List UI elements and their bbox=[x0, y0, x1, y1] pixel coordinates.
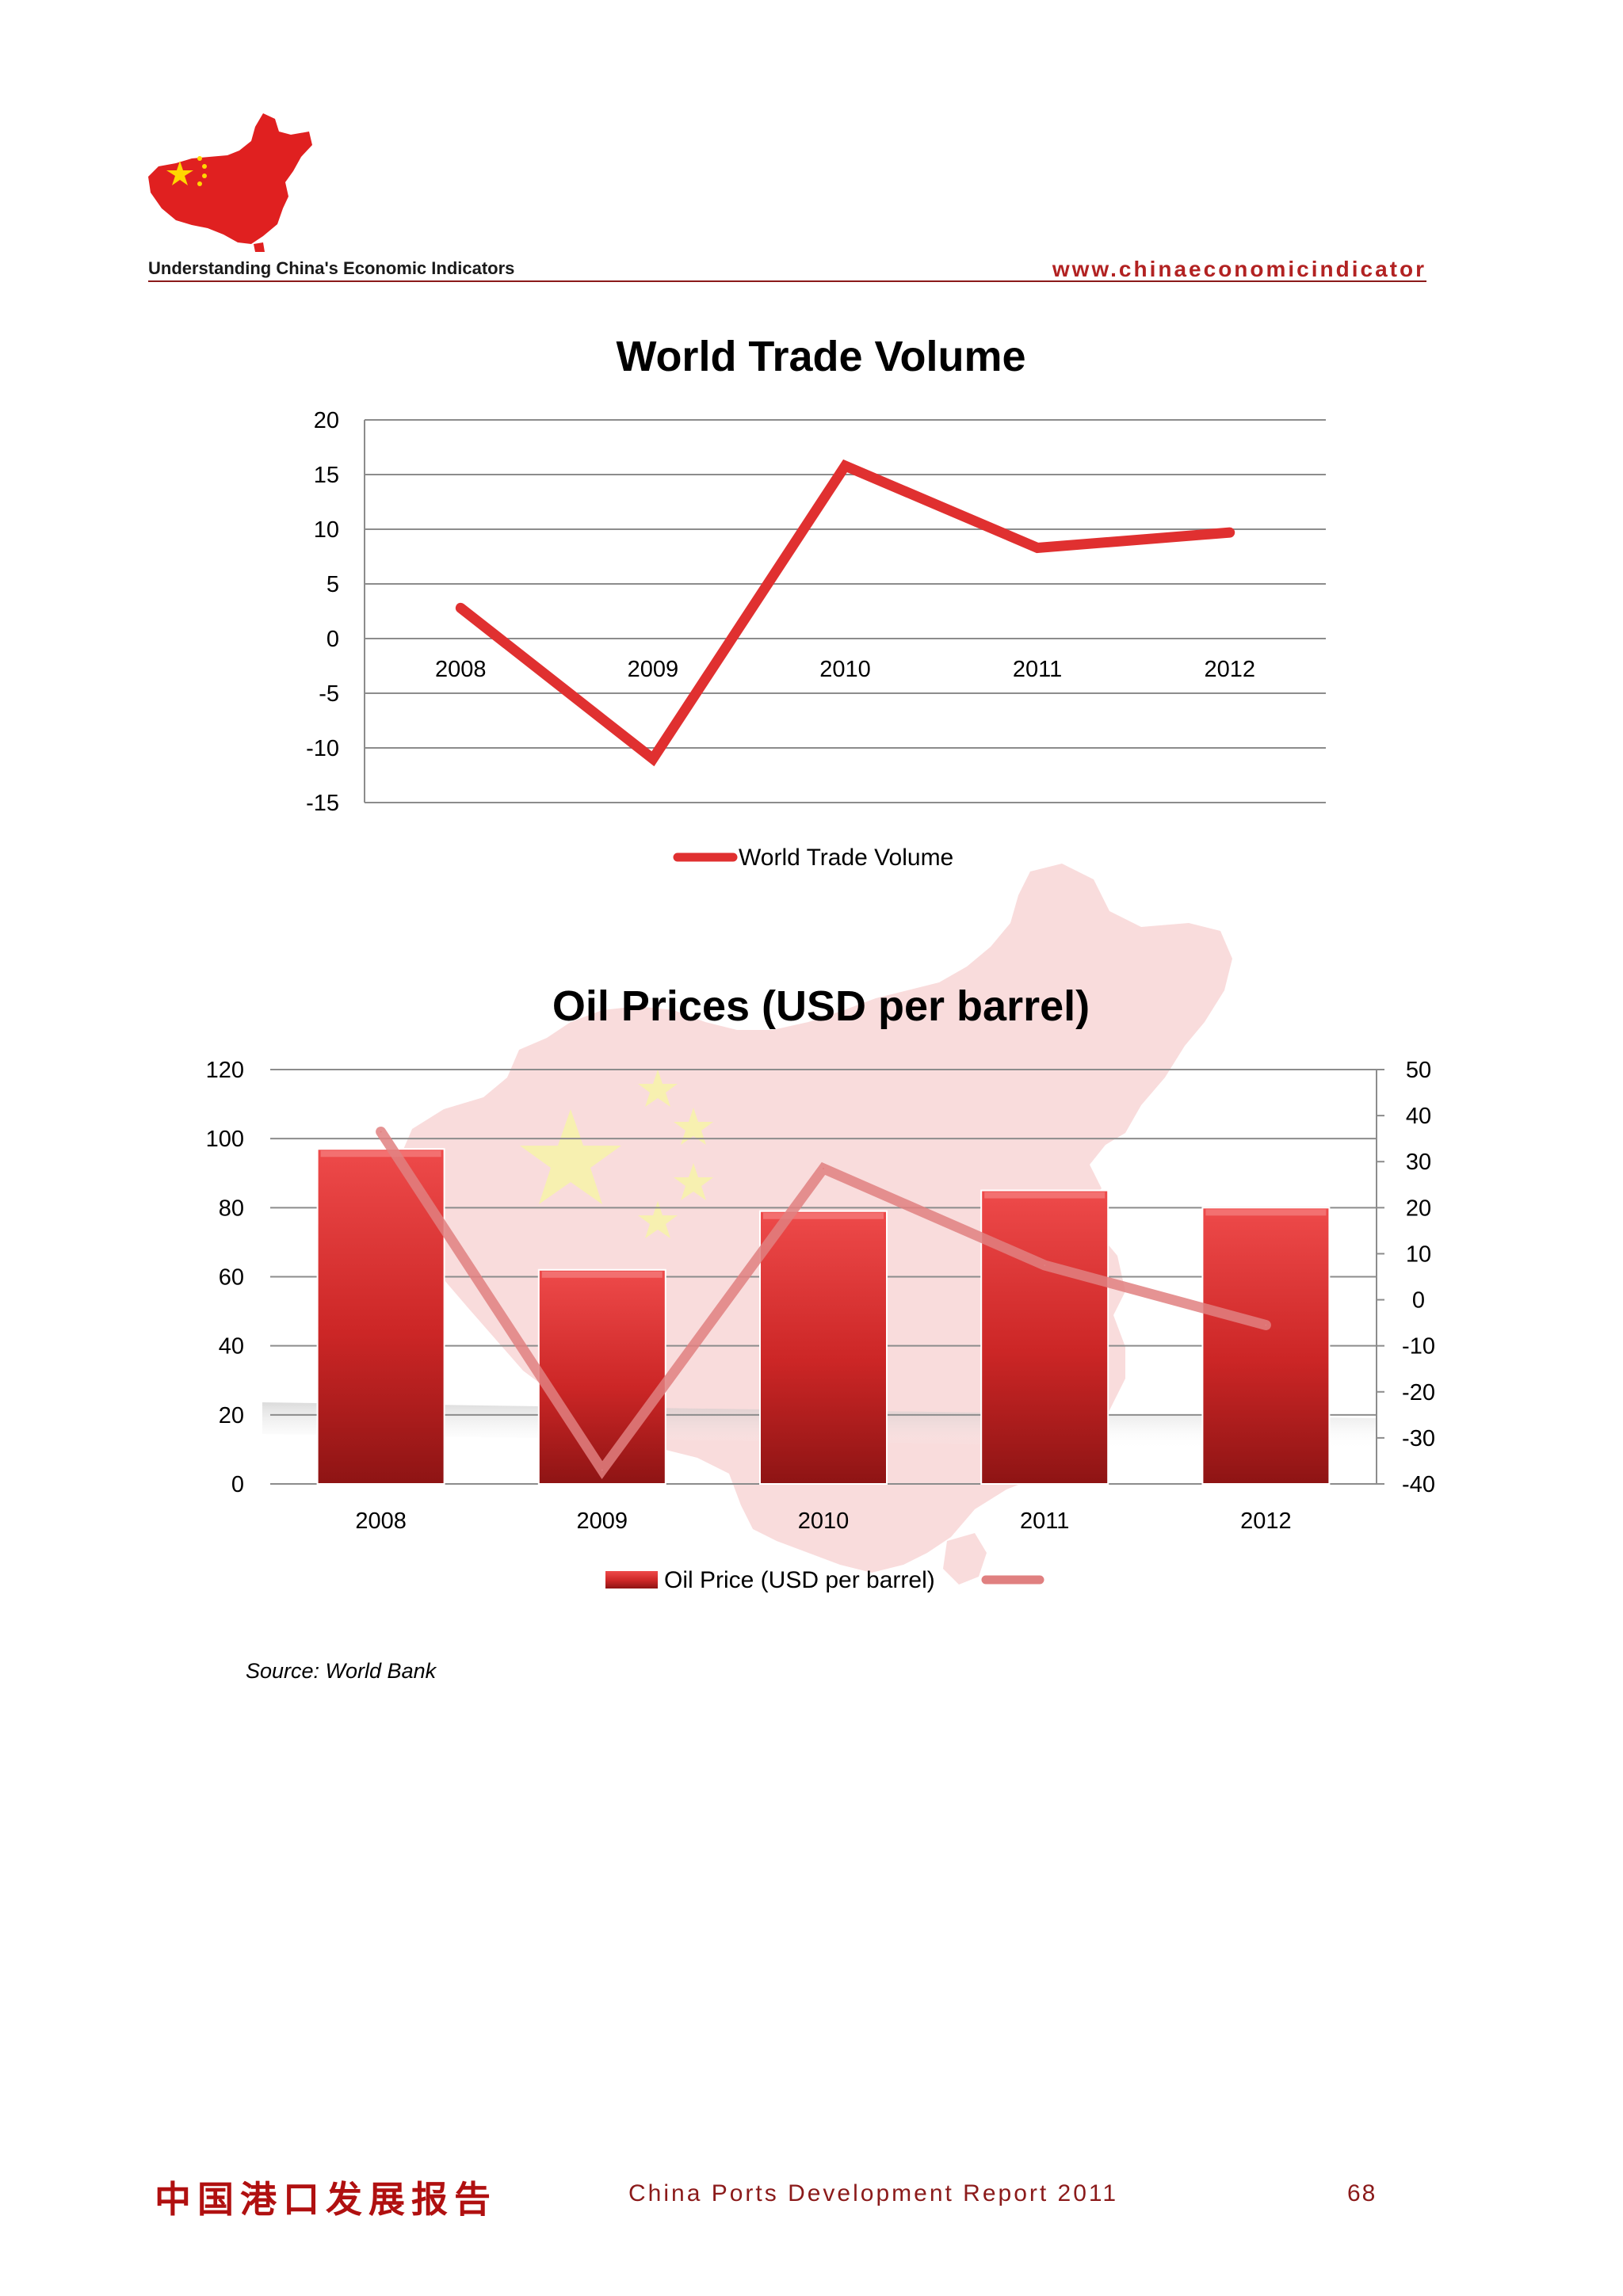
x-tick-label: 2011 bbox=[1020, 1508, 1069, 1534]
oil-prices-chart: Oil Prices (USD per barrel)1201008060402… bbox=[206, 982, 1435, 1593]
y-tick-label: 15 bbox=[314, 463, 339, 488]
y-tick-label: 100 bbox=[206, 1127, 244, 1152]
y2-tick-label: -40 bbox=[1402, 1472, 1435, 1497]
header-title: Understanding China's Economic Indicator… bbox=[148, 258, 515, 278]
logo-island-shape bbox=[254, 242, 265, 252]
y-tick-label: 120 bbox=[206, 1058, 244, 1083]
y2-tick-label: 20 bbox=[1406, 1196, 1431, 1221]
x-tick-label: 2008 bbox=[355, 1508, 407, 1534]
x-tick-label: 2010 bbox=[798, 1508, 850, 1534]
legend-swatch-oil-price bbox=[605, 1571, 658, 1589]
data-point bbox=[380, 1131, 382, 1133]
header-url[interactable]: www.chinaeconomicindicator bbox=[1052, 257, 1426, 281]
bar-highlight bbox=[541, 1271, 663, 1278]
china-map-flag-icon bbox=[148, 113, 312, 252]
chart-title: World Trade Volume bbox=[616, 333, 1025, 380]
bar-oil-price bbox=[1201, 1207, 1331, 1486]
y-tick-label: 20 bbox=[219, 1403, 244, 1428]
data-point bbox=[1228, 532, 1231, 534]
background-star-small-1 bbox=[638, 1070, 678, 1107]
bar-highlight bbox=[320, 1150, 441, 1158]
bar-oil-price bbox=[980, 1189, 1109, 1485]
y2-tick-label: 40 bbox=[1406, 1104, 1431, 1129]
y-tick-label: 0 bbox=[231, 1472, 244, 1497]
header-divider bbox=[148, 280, 1426, 282]
bar-highlight bbox=[984, 1192, 1106, 1199]
y-tick-label: 0 bbox=[327, 627, 339, 652]
source-note: Source: World Bank bbox=[246, 1659, 437, 1683]
y-tick-label: 60 bbox=[219, 1265, 244, 1291]
x-tick-label: 2009 bbox=[577, 1508, 628, 1534]
legend-label-oil-price: Oil Price (USD per barrel) bbox=[664, 1567, 935, 1593]
x-tick-label: 2012 bbox=[1240, 1508, 1292, 1534]
legend-label-world-trade-volume: World Trade Volume bbox=[739, 845, 953, 871]
background-star-small-4 bbox=[638, 1201, 678, 1238]
data-point bbox=[823, 1167, 824, 1169]
logo-star-small-4 bbox=[197, 181, 202, 186]
data-point bbox=[844, 464, 846, 467]
y-tick-label: 20 bbox=[314, 408, 339, 433]
y-tick-label: 10 bbox=[314, 517, 339, 543]
y2-tick-label: -30 bbox=[1402, 1426, 1435, 1451]
data-point bbox=[460, 607, 462, 609]
y-tick-label: -15 bbox=[306, 791, 339, 816]
bar-highlight bbox=[1205, 1209, 1327, 1216]
world-trade-volume-chart: World Trade Volume 20 15 10 5 0 -5 -10 -15 2008 20… bbox=[306, 333, 1326, 871]
logo-china-map-shape bbox=[148, 113, 312, 244]
x-tick-label: 2010 bbox=[819, 657, 871, 682]
y2-tick-label: -10 bbox=[1402, 1334, 1435, 1360]
background-star-large bbox=[520, 1109, 621, 1204]
y2-tick-label: 50 bbox=[1406, 1058, 1431, 1083]
data-point bbox=[1265, 1324, 1267, 1326]
background-star-small-2 bbox=[674, 1108, 713, 1145]
logo-star-small-2 bbox=[202, 164, 207, 169]
y2-tick-label: 30 bbox=[1406, 1150, 1431, 1175]
bar-oil-price bbox=[537, 1268, 666, 1485]
x-tick-label: 2008 bbox=[435, 657, 487, 682]
logo-star-small-1 bbox=[197, 156, 202, 161]
bar-highlight bbox=[763, 1212, 884, 1219]
x-tick-label: 2011 bbox=[1013, 657, 1062, 682]
bar-oil-price bbox=[759, 1210, 888, 1485]
x-tick-label: 2009 bbox=[628, 657, 679, 682]
y-tick-label: 80 bbox=[219, 1196, 244, 1221]
page-number: 68 bbox=[1347, 2180, 1377, 2206]
background-star-small-3 bbox=[674, 1163, 713, 1200]
y-tick-label: -5 bbox=[319, 681, 339, 707]
background-island-shape bbox=[943, 1533, 987, 1585]
logo-star-small-3 bbox=[202, 174, 207, 178]
series-line-world-trade-volume bbox=[455, 459, 1235, 767]
footer-english-title: China Ports Development Report 2011 bbox=[628, 2180, 1119, 2206]
logo-star-large bbox=[166, 161, 193, 185]
data-point bbox=[601, 1469, 603, 1471]
data-point bbox=[1044, 1264, 1046, 1266]
chart-title: Oil Prices (USD per barrel) bbox=[552, 982, 1090, 1030]
data-point bbox=[651, 757, 654, 760]
y2-tick-label: 10 bbox=[1406, 1241, 1431, 1267]
y-tick-label: 40 bbox=[219, 1334, 244, 1360]
y2-tick-label: 0 bbox=[1412, 1288, 1425, 1314]
x-tick-label: 2012 bbox=[1204, 657, 1255, 682]
y-tick-label: 5 bbox=[327, 572, 339, 597]
data-point bbox=[1037, 547, 1039, 549]
footer-chinese-title: 中国港口发展报告 bbox=[155, 2178, 497, 2221]
y2-tick-label: -20 bbox=[1402, 1380, 1435, 1405]
y-tick-label: -10 bbox=[306, 736, 339, 761]
